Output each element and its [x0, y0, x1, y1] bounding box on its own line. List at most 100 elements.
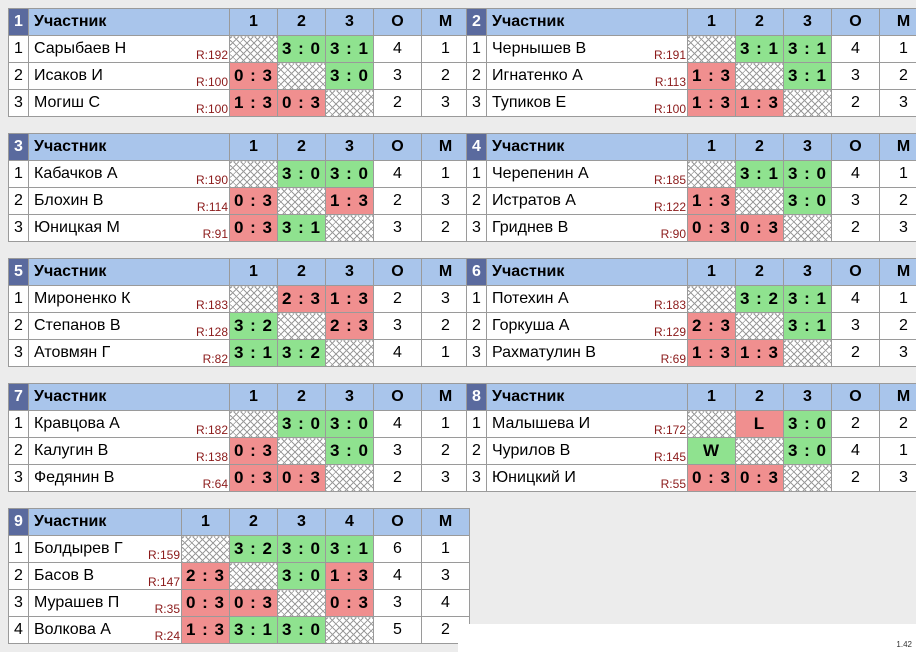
participant-header: Участник [28, 508, 182, 536]
match-result-cell: 3 : 0 [277, 616, 326, 644]
row-index: 1 [466, 285, 487, 313]
participant-rating: R:147 [147, 575, 180, 589]
participant-rating: R:122 [653, 200, 686, 214]
participant-name: Басов В [34, 567, 95, 584]
row-index: 1 [466, 410, 487, 438]
match-result-cell: 3 : 0 [277, 410, 326, 438]
participant-rating: R:183 [653, 298, 686, 312]
participant-name: Атовмян Г [34, 344, 111, 361]
points-cell: 2 [831, 464, 880, 492]
self-match-cell [687, 160, 736, 188]
participant-cell: Басов В R:147 [28, 562, 182, 590]
self-match-cell [783, 339, 832, 367]
points-header: О [373, 383, 422, 411]
match-result-cell: 2 : 3 [687, 312, 736, 340]
place-header: М [879, 383, 916, 411]
participant-name: Степанов В [34, 317, 121, 334]
self-match-cell [277, 62, 326, 90]
match-result-cell: 0 : 3 [735, 214, 784, 242]
place-cell: 3 [421, 187, 470, 215]
participant-name: Блохин В [34, 192, 104, 209]
participant-name: Исаков И [34, 67, 103, 84]
group-header-row: 1 Участник 1 2 3 О М [8, 8, 470, 36]
opponent-col-header: 1 [229, 133, 278, 161]
row-index: 3 [466, 214, 487, 242]
group-header-row: 4 Участник 1 2 3 О М [466, 133, 916, 161]
participant-name: Гриднев В [492, 219, 569, 236]
place-cell: 3 [879, 464, 916, 492]
participant-name: Кравцова А [34, 415, 120, 432]
match-result-cell: 3 : 1 [735, 35, 784, 63]
row-index: 1 [8, 285, 29, 313]
points-cell: 4 [831, 437, 880, 465]
opponent-col-header: 2 [735, 258, 784, 286]
participant-cell: Истратов А R:122 [486, 187, 688, 215]
self-match-cell [783, 214, 832, 242]
place-cell: 1 [879, 35, 916, 63]
group-number: 2 [466, 8, 487, 36]
match-result-cell: 3 : 0 [325, 437, 374, 465]
participant-cell: Болдырев Г R:159 [28, 535, 182, 563]
match-result-cell: 0 : 3 [229, 62, 278, 90]
opponent-col-header: 3 [783, 133, 832, 161]
points-header: О [831, 258, 880, 286]
participant-rating: R:114 [196, 200, 228, 214]
points-cell: 3 [373, 589, 422, 617]
points-cell: 4 [373, 160, 422, 188]
match-result-cell: 3 : 0 [277, 35, 326, 63]
participant-rating: R:183 [195, 298, 228, 312]
place-header: М [421, 508, 470, 536]
participant-cell: Атовмян Г R:82 [28, 339, 230, 367]
place-cell: 3 [879, 89, 916, 117]
group-header-row: 8 Участник 1 2 3 О М [466, 383, 916, 411]
participant-cell: Степанов В R:128 [28, 312, 230, 340]
self-match-cell [735, 62, 784, 90]
self-match-cell [277, 437, 326, 465]
points-cell: 5 [373, 616, 422, 644]
participant-name: Федянин В [34, 469, 115, 486]
group-number: 3 [8, 133, 29, 161]
participant-cell: Чурилов В R:145 [486, 437, 688, 465]
group-header-row: 6 Участник 1 2 3 О М [466, 258, 916, 286]
participant-header: Участник [486, 8, 688, 36]
participant-header: Участник [28, 383, 230, 411]
match-result-cell: W [687, 437, 736, 465]
opponent-col-header: 1 [687, 8, 736, 36]
place-cell: 3 [421, 89, 470, 117]
points-cell: 2 [373, 285, 422, 313]
points-cell: 3 [831, 62, 880, 90]
participant-name: Игнатенко А [492, 67, 583, 84]
place-header: М [879, 133, 916, 161]
points-cell: 3 [373, 437, 422, 465]
row-index: 1 [8, 535, 29, 563]
participant-rating: R:91 [202, 227, 228, 241]
row-index: 2 [8, 62, 29, 90]
match-result-cell: 2 : 3 [277, 285, 326, 313]
self-match-cell [277, 312, 326, 340]
opponent-col-header: 1 [687, 383, 736, 411]
participant-cell: Малышева И R:172 [486, 410, 688, 438]
points-cell: 2 [831, 410, 880, 438]
participant-name: Калугин В [34, 442, 109, 459]
participant-cell: Кабачков А R:190 [28, 160, 230, 188]
points-header: О [373, 258, 422, 286]
points-cell: 4 [373, 339, 422, 367]
participant-rating: R:190 [195, 173, 228, 187]
self-match-cell [229, 562, 278, 590]
row-index: 4 [8, 616, 29, 644]
